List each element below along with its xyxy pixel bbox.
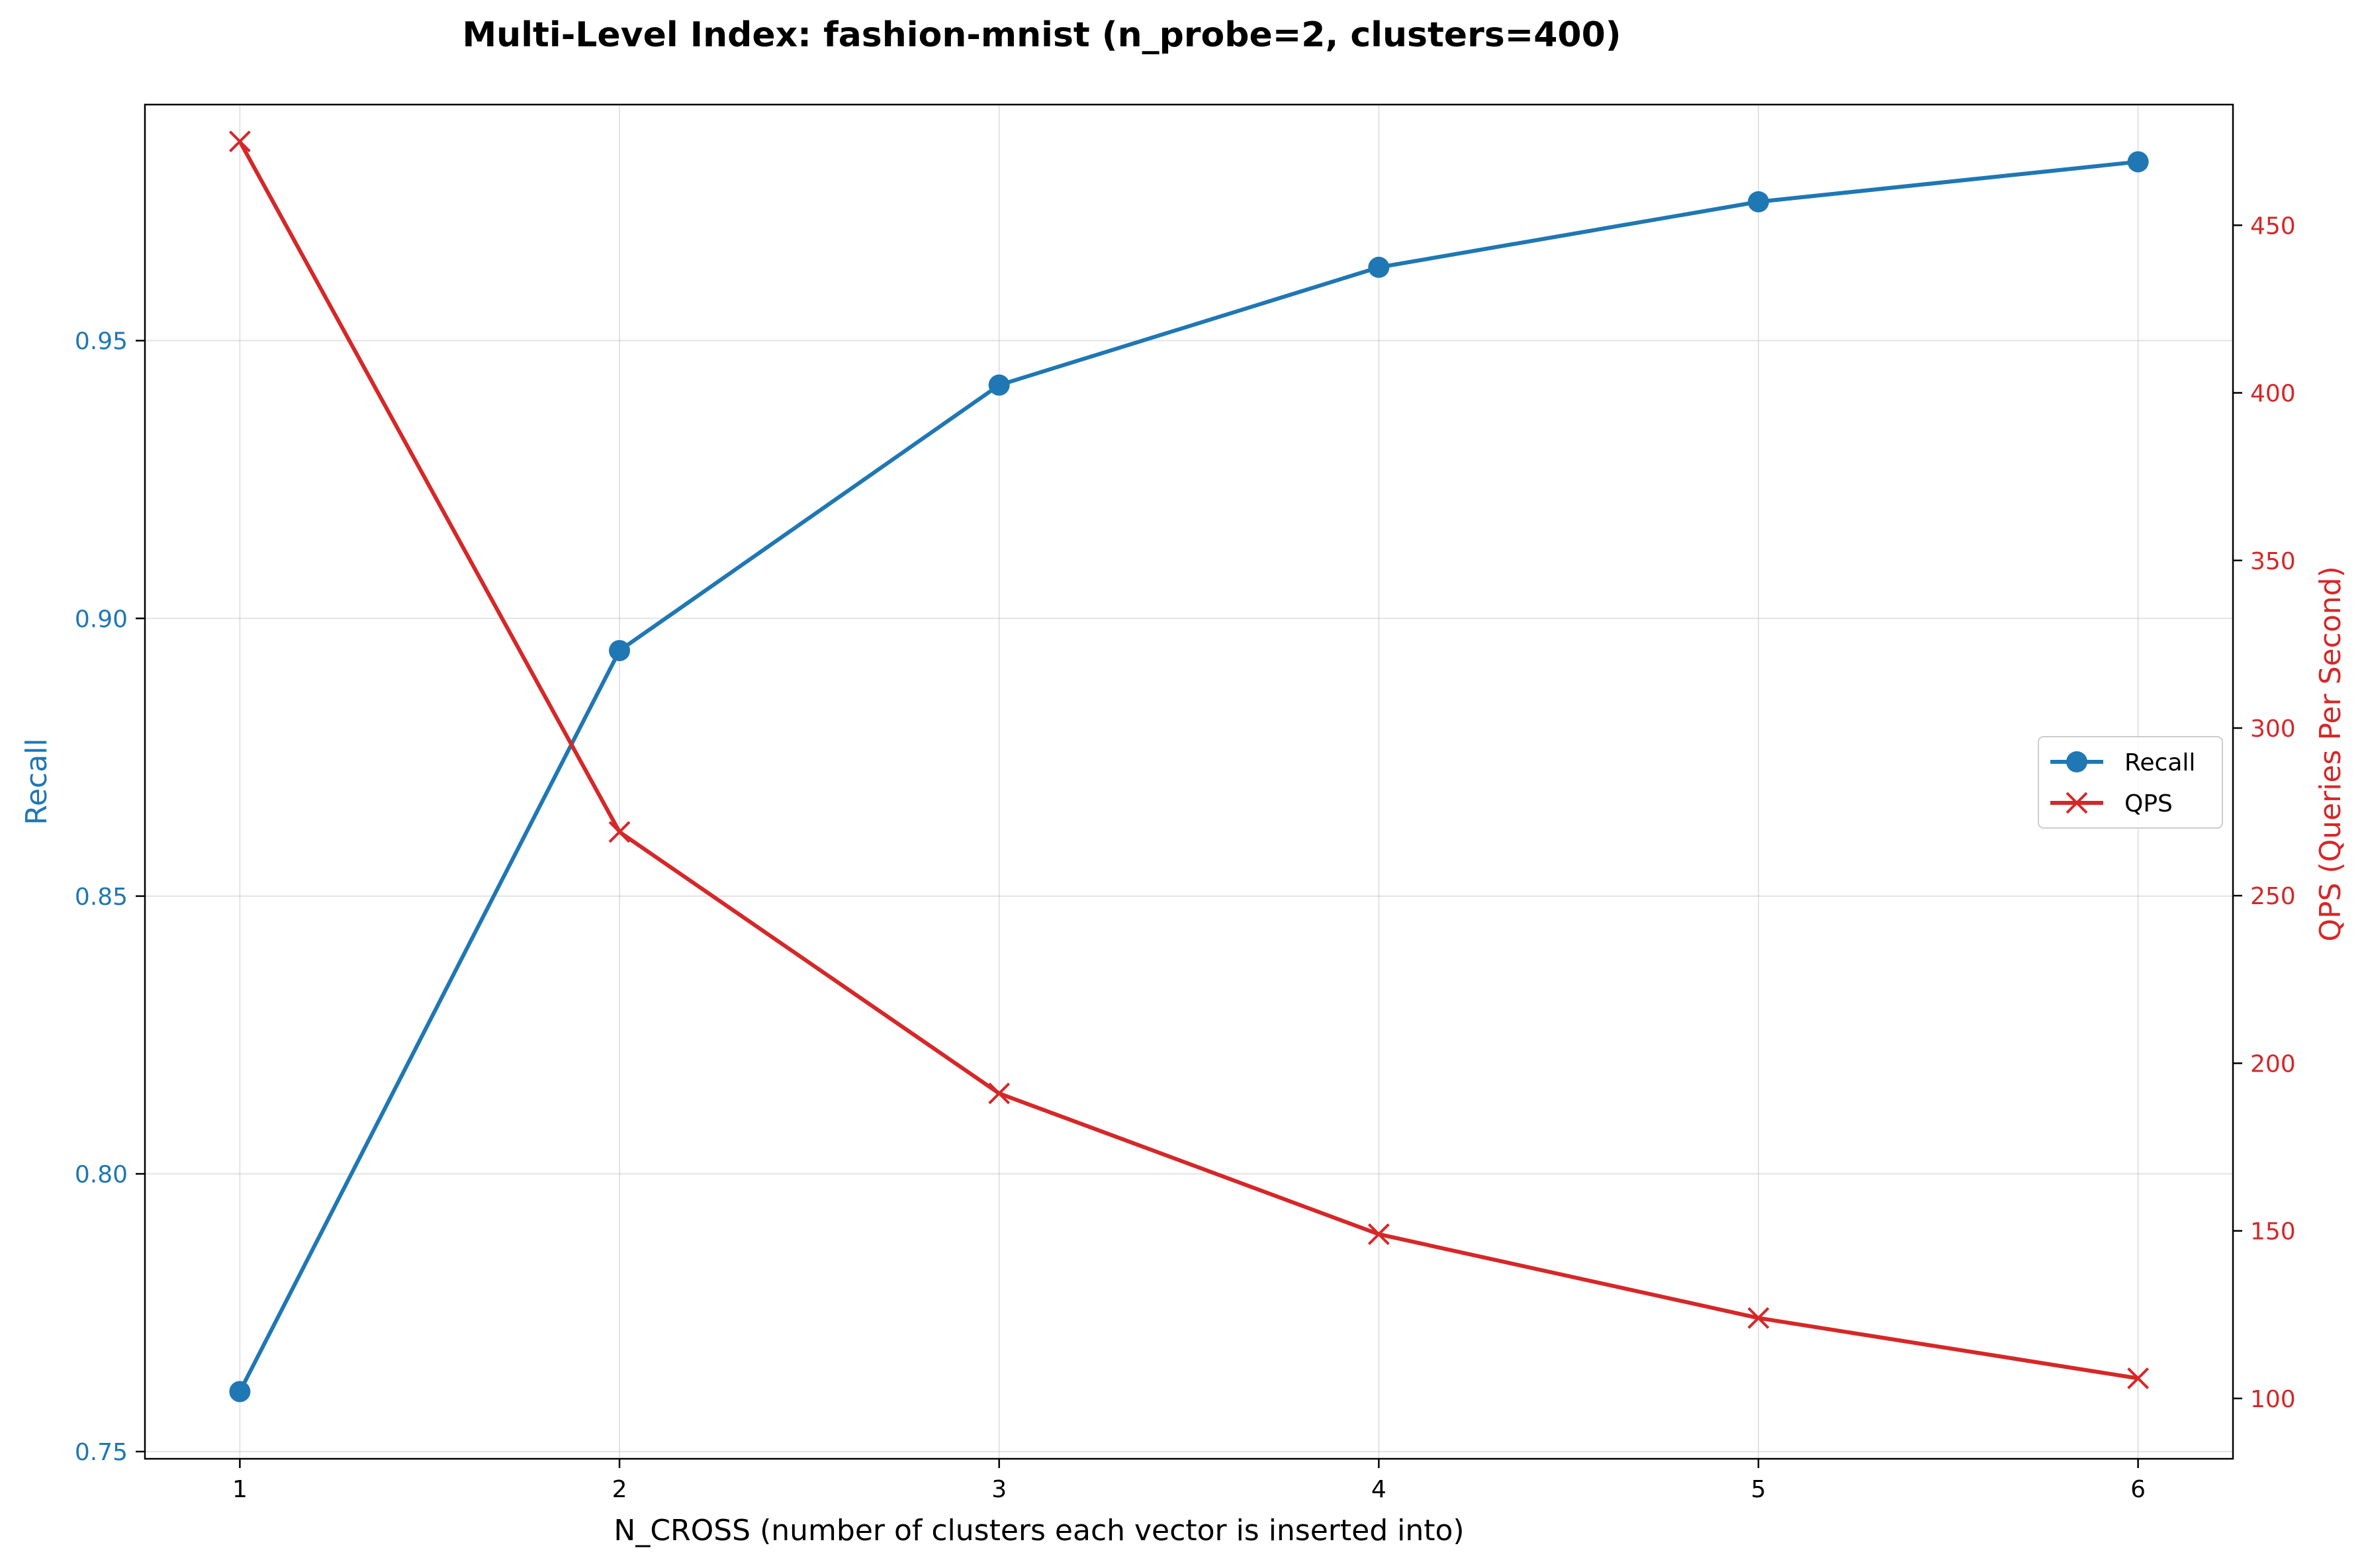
y-tick-label-left: 0.80 <box>75 1161 128 1188</box>
legend-label-recall: Recall <box>2124 749 2195 776</box>
series-line-qps <box>238 140 2139 1381</box>
series-layer <box>228 130 2150 1403</box>
x-tick-label: 5 <box>1751 1476 1766 1503</box>
data-point-recall <box>609 639 631 661</box>
y-tick-label-left: 0.85 <box>75 884 128 911</box>
plot-frame <box>144 103 2234 1460</box>
grid <box>145 105 2233 1459</box>
data-point-qps <box>2127 1367 2150 1389</box>
legend-marker-qps <box>2066 792 2088 814</box>
data-point-qps <box>608 821 631 843</box>
legend: Recall QPS <box>2038 736 2223 829</box>
y-axis-label-right: QPS (Queries Per Second) <box>2314 566 2347 941</box>
x-tick-label: 2 <box>612 1476 627 1503</box>
y-tick-label-right: 300 <box>2250 715 2296 743</box>
data-point-qps <box>1367 1223 1390 1246</box>
y-tick-label-right: 400 <box>2250 381 2296 408</box>
data-point-qps <box>228 130 251 153</box>
x-tick-label: 1 <box>232 1476 248 1503</box>
x-tick-label: 4 <box>1371 1476 1387 1503</box>
y-tick-label-right: 250 <box>2250 883 2296 910</box>
axes: 1 2 3 4 5 6 0.75 0.80 0.85 0.90 0.95 100 150 200 250 30… <box>75 212 2296 1503</box>
x-tick-label: 3 <box>991 1476 1007 1503</box>
legend-label-qps: QPS <box>2124 790 2173 817</box>
y-tick-label-right: 350 <box>2250 548 2296 575</box>
legend-marker-recall <box>2066 751 2087 772</box>
y-tick-label-right: 100 <box>2250 1386 2296 1413</box>
y-tick-label-left: 0.90 <box>75 606 128 633</box>
y-tick-label-right: 200 <box>2250 1050 2296 1078</box>
y-tick-label-right: 450 <box>2250 212 2296 240</box>
data-point-recall <box>2127 151 2149 173</box>
data-point-recall <box>1368 256 1390 278</box>
x-tick-label: 6 <box>2130 1476 2146 1503</box>
chart-title: Multi-Level Index: fashion-mnist (n_prob… <box>462 15 1621 55</box>
data-point-recall <box>1747 191 1769 212</box>
data-point-recall <box>229 1381 251 1403</box>
y-tick-label-right: 150 <box>2250 1219 2296 1246</box>
y-tick-label-left: 0.95 <box>75 328 128 355</box>
x-axis-label: N_CROSS (number of clusters each vector … <box>614 1514 1464 1547</box>
data-point-qps <box>1747 1307 1770 1329</box>
data-point-qps <box>988 1082 1011 1105</box>
y-axis-label-left: Recall <box>20 738 54 825</box>
data-point-recall <box>988 374 1010 396</box>
series-line-recall <box>238 160 2138 1393</box>
y-tick-label-left: 0.75 <box>75 1439 128 1466</box>
